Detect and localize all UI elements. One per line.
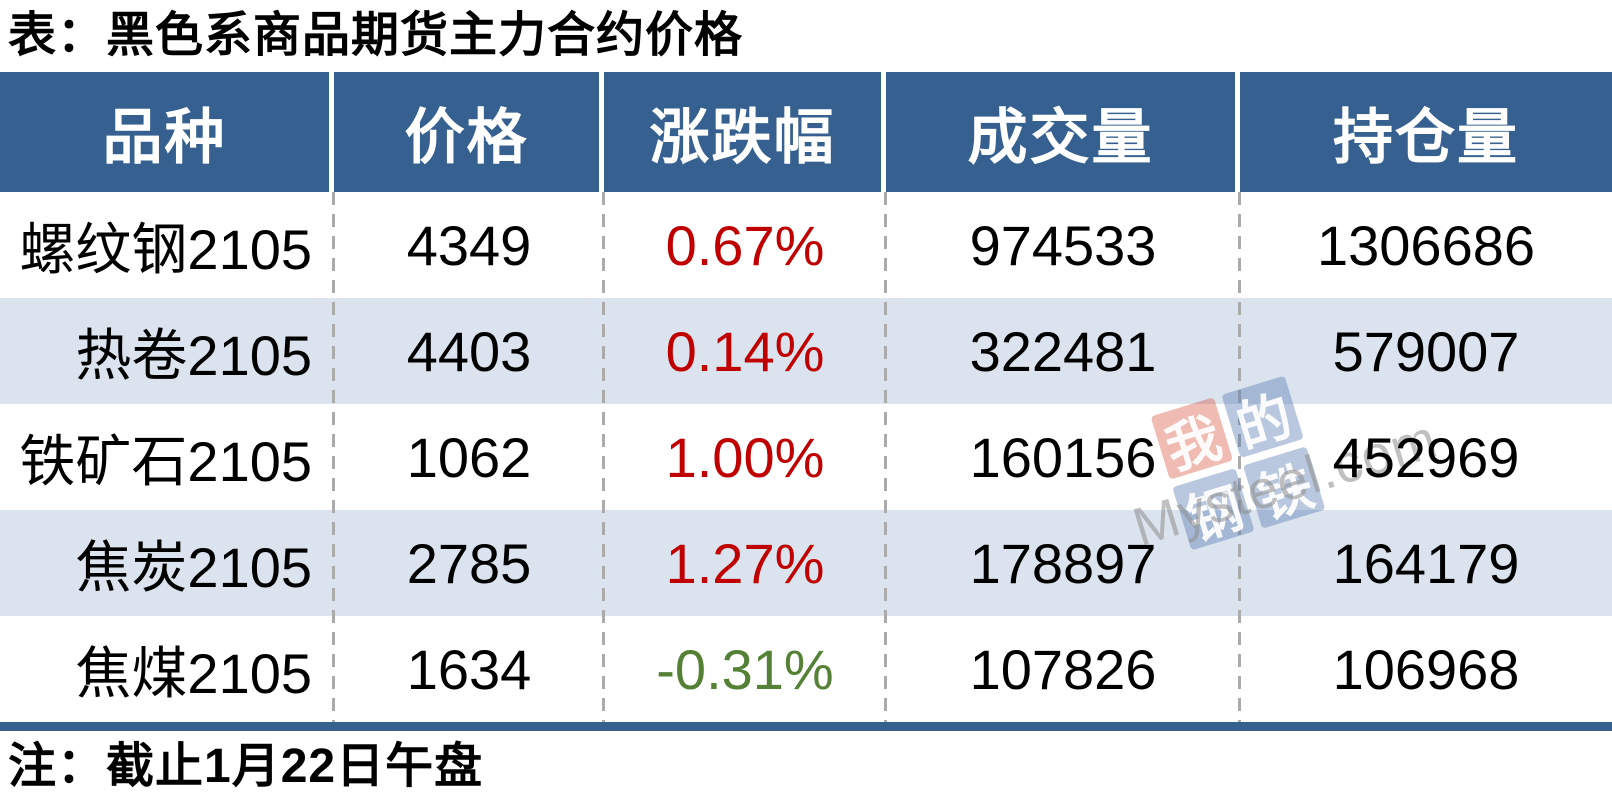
cell-change: -0.31%	[656, 637, 834, 701]
table-body: 螺纹钢2105 4349 0.67% 974533 1306686 热卷2105…	[0, 192, 1612, 722]
cell-variety: 热卷2105	[75, 323, 312, 387]
cell-change: 1.00%	[665, 425, 825, 489]
cell-open-interest: 452969	[1332, 425, 1520, 489]
table-row-coke-2105: 焦炭2105 2785 1.27% 178897 164179	[0, 510, 1612, 616]
cell-variety: 焦煤2105	[75, 641, 312, 705]
cell-open-interest: 106968	[1332, 637, 1520, 701]
table-header-row: 品种 价格 涨跌幅 成交量 持仓量	[0, 72, 1612, 192]
cell-price: 2785	[406, 531, 532, 595]
column-header-open-interest: 持仓量	[1333, 104, 1519, 171]
column-divider	[1238, 192, 1241, 722]
futures-table: 品种 价格 涨跌幅 成交量 持仓量 螺纹钢2105 4349 0.67% 974…	[0, 72, 1612, 731]
cell-volume: 107826	[969, 637, 1157, 701]
table-bottom-border	[0, 722, 1612, 731]
cell-open-interest: 1306686	[1316, 213, 1535, 277]
footnote: 注：截止1月22日午盘	[8, 740, 484, 793]
cell-open-interest: 164179	[1332, 531, 1520, 595]
table-row-iron-ore-2105: 铁矿石2105 1062 1.00% 160156 452969	[0, 404, 1612, 510]
column-divider	[332, 192, 335, 722]
table-row-hot-coil-2105: 热卷2105 4403 0.14% 322481 579007	[0, 298, 1612, 404]
column-header-volume: 成交量	[886, 72, 1240, 192]
cell-price: 1062	[406, 425, 532, 489]
column-header-change: 涨跌幅	[604, 72, 886, 192]
cell-variety: 焦炭2105	[75, 535, 312, 599]
column-divider	[602, 192, 605, 722]
cell-variety: 铁矿石2105	[19, 429, 312, 493]
page-title: 表：黑色系商品期货主力合约价格	[8, 9, 744, 62]
cell-open-interest: 579007	[1332, 319, 1520, 383]
cell-price: 4349	[406, 213, 532, 277]
table-row-coking-coal-2105: 焦煤2105 1634 -0.31% 107826 106968	[0, 616, 1612, 722]
cell-variety: 螺纹钢2105	[19, 217, 312, 281]
column-header-price: 价格	[334, 72, 604, 192]
cell-change: 0.67%	[665, 213, 825, 277]
cell-volume: 178897	[969, 531, 1157, 595]
cell-volume: 322481	[969, 319, 1157, 383]
cell-volume: 974533	[969, 213, 1157, 277]
column-header-variety: 品种	[0, 72, 334, 192]
cell-change: 0.14%	[665, 319, 825, 383]
cell-price: 4403	[406, 319, 532, 383]
column-divider	[884, 192, 887, 722]
table-row-rebar-2105: 螺纹钢2105 4349 0.67% 974533 1306686	[0, 192, 1612, 298]
cell-change: 1.27%	[665, 531, 825, 595]
cell-volume: 160156	[969, 425, 1157, 489]
cell-price: 1634	[406, 637, 532, 701]
